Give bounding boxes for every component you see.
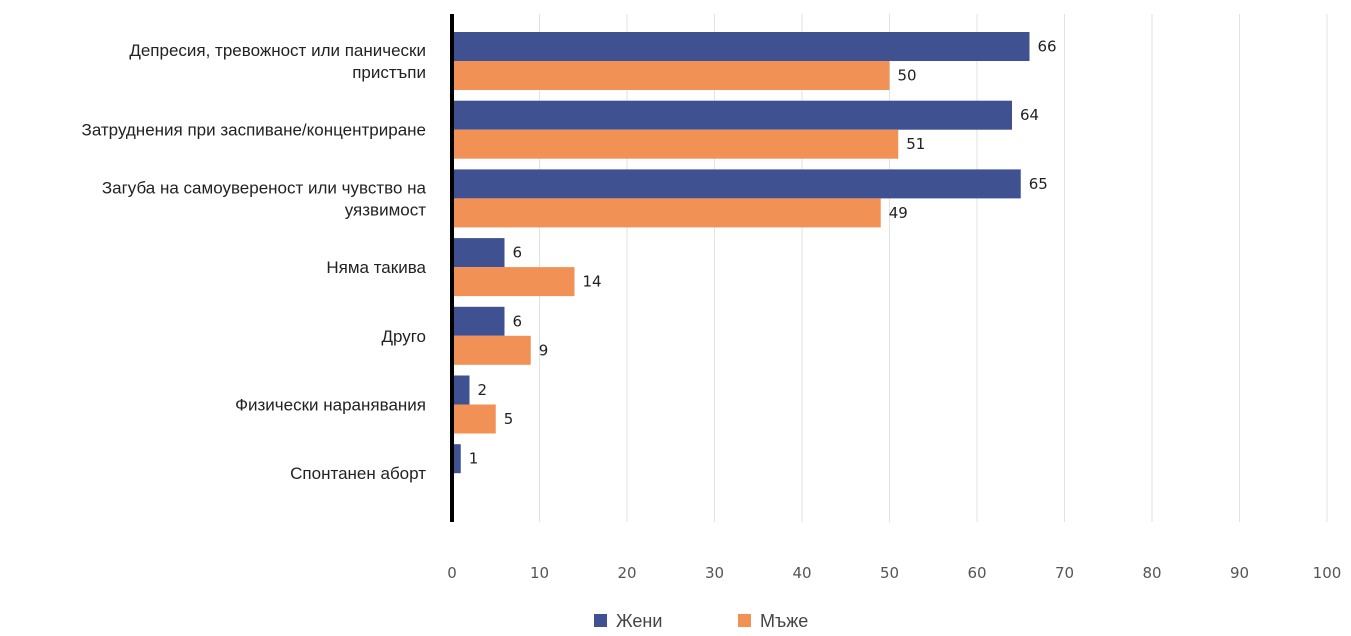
data-label: 6 xyxy=(513,244,523,262)
data-label: 14 xyxy=(583,273,602,291)
legend-swatch-women xyxy=(594,614,607,627)
bar-men xyxy=(452,198,881,228)
x-tick-label: 70 xyxy=(1055,564,1074,582)
bar-women xyxy=(452,444,461,474)
bar-men xyxy=(452,61,890,90)
x-tick-label: 0 xyxy=(447,564,457,582)
legend-label-men: Мъже xyxy=(760,611,808,631)
x-tick-label: 100 xyxy=(1313,564,1342,582)
x-tick-label: 10 xyxy=(530,564,549,582)
category-label: Няма такива xyxy=(326,258,426,277)
data-label: 64 xyxy=(1020,106,1039,124)
data-label: 2 xyxy=(478,381,488,399)
data-label: 50 xyxy=(898,67,917,85)
bar-women xyxy=(452,32,1030,61)
bar-women xyxy=(452,375,470,405)
data-label: 9 xyxy=(539,341,549,359)
category-label: Друго xyxy=(381,327,426,346)
data-label: 51 xyxy=(906,135,925,153)
data-label: 66 xyxy=(1038,38,1057,56)
data-label: 5 xyxy=(504,410,514,428)
x-tick-label: 30 xyxy=(705,564,724,582)
bar-women xyxy=(452,169,1021,199)
bar-women xyxy=(452,306,505,336)
bar-women xyxy=(452,100,1012,130)
data-label: 49 xyxy=(889,204,908,222)
category-label: Депресия, тревожност или панически xyxy=(129,41,426,60)
legend-swatch-men xyxy=(738,614,751,627)
category-label: Загуба на самоувереност или чувство на xyxy=(102,178,427,197)
data-label: 6 xyxy=(513,312,523,330)
category-labels: Депресия, тревожност или панически пристъ… xyxy=(82,41,427,483)
x-tick-label: 40 xyxy=(792,564,811,582)
bar-men xyxy=(452,129,899,159)
category-label: Физически наранявания xyxy=(235,396,426,415)
bar-men xyxy=(452,267,575,297)
category-label: уязвимост xyxy=(345,200,426,219)
data-label: 65 xyxy=(1029,175,1048,193)
bar-women xyxy=(452,238,505,268)
category-label: Затруднения при заспиване/концентриране xyxy=(82,121,426,140)
data-label: 1 xyxy=(469,450,479,468)
legend-label-women: Жени xyxy=(616,611,662,631)
bar-men xyxy=(452,335,531,365)
x-tick-label: 90 xyxy=(1230,564,1249,582)
x-tick-label: 80 xyxy=(1142,564,1161,582)
bar-men xyxy=(452,404,496,434)
grid-lines xyxy=(539,14,1328,522)
x-tick-label: 20 xyxy=(617,564,636,582)
x-axis-ticks: 0 10 20 30 40 50 60 70 80 90 100 xyxy=(447,564,1341,582)
x-tick-label: 60 xyxy=(967,564,986,582)
legend: Жени Мъже xyxy=(594,611,808,631)
bars xyxy=(452,32,1030,474)
category-label: Спонтанен аборт xyxy=(290,464,426,483)
category-label: пристъпи xyxy=(352,63,426,82)
x-tick-label: 50 xyxy=(880,564,899,582)
